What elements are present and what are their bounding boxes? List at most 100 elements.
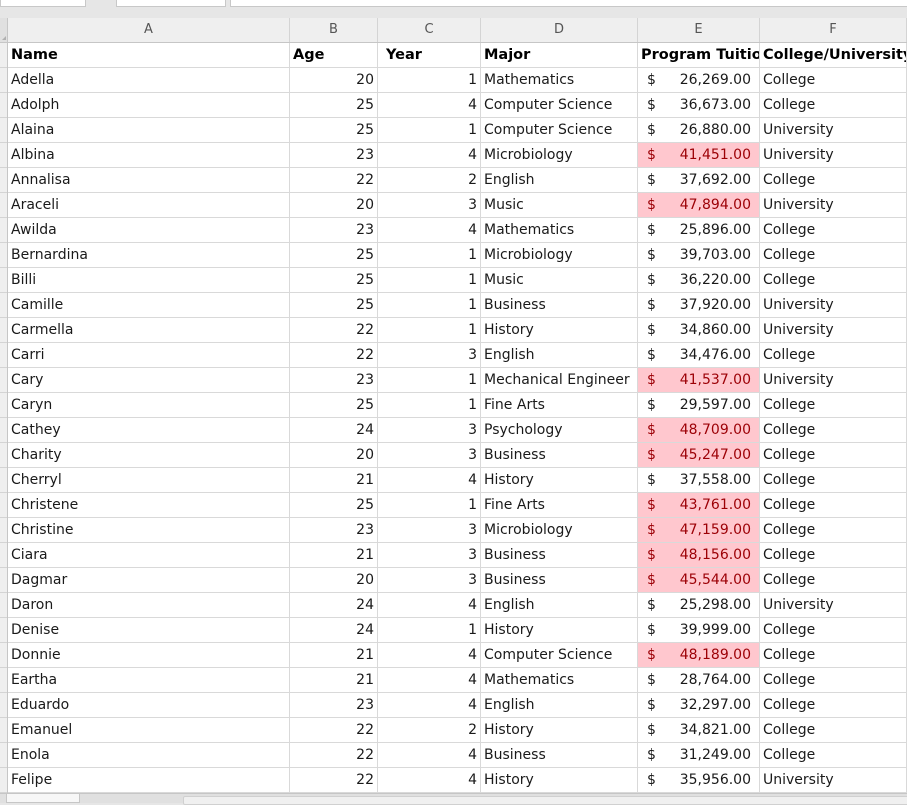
cell-college-university[interactable]: College [760,243,907,268]
cell-year[interactable]: 1 [378,493,481,518]
cell-major[interactable]: English [481,168,638,193]
cell-major[interactable]: History [481,768,638,793]
row-header[interactable] [0,168,7,193]
select-all-corner[interactable] [0,18,8,42]
cell-college-university[interactable]: College [760,693,907,718]
cell-program-tuition[interactable]: $47,159.00 [638,518,760,543]
cell-name[interactable]: Adolph [8,93,290,118]
cell-name[interactable]: Annalisa [8,168,290,193]
cell-name[interactable]: Charity [8,443,290,468]
cell-major[interactable]: Computer Science [481,118,638,143]
cell-name[interactable]: Carri [8,343,290,368]
cell-college-university[interactable]: College [760,443,907,468]
cell-year[interactable]: 1 [378,368,481,393]
row-header[interactable] [0,568,7,593]
cell-major[interactable]: History [481,318,638,343]
cell-program-tuition[interactable]: $34,821.00 [638,718,760,743]
cell-major[interactable]: Music [481,193,638,218]
cell-major[interactable]: Psychology [481,418,638,443]
cell-major[interactable]: English [481,343,638,368]
cell-major[interactable]: Business [481,293,638,318]
horizontal-scrollbar[interactable] [183,796,907,805]
row-header[interactable] [0,193,7,218]
cell-major[interactable]: History [481,468,638,493]
cell-name[interactable]: Adella [8,68,290,93]
cell-program-tuition[interactable]: $34,476.00 [638,343,760,368]
cell-college-university[interactable]: College [760,518,907,543]
cell-program-tuition[interactable]: $47,894.00 [638,193,760,218]
column-header-e[interactable]: E [638,18,760,42]
cell-program-tuition[interactable]: $36,673.00 [638,93,760,118]
cell-age[interactable]: 22 [290,318,378,343]
cell-age[interactable]: 20 [290,568,378,593]
row-header[interactable] [0,418,7,443]
cell-college-university[interactable]: University [760,593,907,618]
row-header[interactable] [0,593,7,618]
cell-name[interactable]: Araceli [8,193,290,218]
cell-name[interactable]: Christene [8,493,290,518]
cell-college-university[interactable]: College [760,618,907,643]
cell-college-university[interactable]: University [760,118,907,143]
cell-program-tuition[interactable]: $43,761.00 [638,493,760,518]
row-header[interactable] [0,643,7,668]
cell-age[interactable]: 25 [290,243,378,268]
column-header-c[interactable]: C [378,18,481,42]
row-header[interactable] [0,768,7,793]
cell-year[interactable]: 4 [378,93,481,118]
cell-age[interactable]: 21 [290,668,378,693]
cell-major[interactable]: Mathematics [481,68,638,93]
cell-college-university[interactable]: College [760,668,907,693]
cell-college-university[interactable]: College [760,643,907,668]
row-header[interactable] [0,343,7,368]
row-header[interactable] [0,368,7,393]
cell-age[interactable]: 20 [290,193,378,218]
cell-major[interactable]: History [481,618,638,643]
cell-age[interactable]: 25 [290,118,378,143]
row-header[interactable] [0,493,7,518]
header-age[interactable]: Age [290,43,378,68]
cell-program-tuition[interactable]: $48,189.00 [638,643,760,668]
row-header[interactable] [0,143,7,168]
cell-age[interactable]: 23 [290,218,378,243]
cell-age[interactable]: 25 [290,493,378,518]
cell-age[interactable]: 23 [290,368,378,393]
cell-major[interactable]: Business [481,443,638,468]
cell-college-university[interactable]: College [760,218,907,243]
cell-age[interactable]: 25 [290,93,378,118]
cell-name[interactable]: Cathey [8,418,290,443]
row-header[interactable] [0,293,7,318]
cell-program-tuition[interactable]: $45,544.00 [638,568,760,593]
cell-major[interactable]: Computer Science [481,93,638,118]
cell-program-tuition[interactable]: $48,156.00 [638,543,760,568]
cell-name[interactable]: Denise [8,618,290,643]
cell-age[interactable]: 23 [290,518,378,543]
cell-year[interactable]: 4 [378,693,481,718]
cell-year[interactable]: 3 [378,443,481,468]
cell-name[interactable]: Awilda [8,218,290,243]
cell-year[interactable]: 4 [378,768,481,793]
row-header[interactable] [0,543,7,568]
cell-year[interactable]: 4 [378,593,481,618]
cell-age[interactable]: 22 [290,168,378,193]
cell-year[interactable]: 1 [378,118,481,143]
cell-year[interactable]: 1 [378,293,481,318]
cell-age[interactable]: 22 [290,743,378,768]
cell-major[interactable]: English [481,693,638,718]
cell-name[interactable]: Christine [8,518,290,543]
cell-college-university[interactable]: College [760,418,907,443]
cell-age[interactable]: 21 [290,543,378,568]
cell-program-tuition[interactable]: $37,692.00 [638,168,760,193]
cell-age[interactable]: 22 [290,768,378,793]
cell-program-tuition[interactable]: $36,220.00 [638,268,760,293]
cell-major[interactable]: Mechanical Engineer [481,368,638,393]
cell-year[interactable]: 4 [378,668,481,693]
cell-age[interactable]: 25 [290,393,378,418]
cell-program-tuition[interactable]: $39,999.00 [638,618,760,643]
cell-major[interactable]: Business [481,743,638,768]
cell-college-university[interactable]: College [760,268,907,293]
cell-name[interactable]: Carmella [8,318,290,343]
cell-year[interactable]: 4 [378,143,481,168]
cell-major[interactable]: Microbiology [481,243,638,268]
cell-program-tuition[interactable]: $37,920.00 [638,293,760,318]
row-header[interactable] [0,743,7,768]
